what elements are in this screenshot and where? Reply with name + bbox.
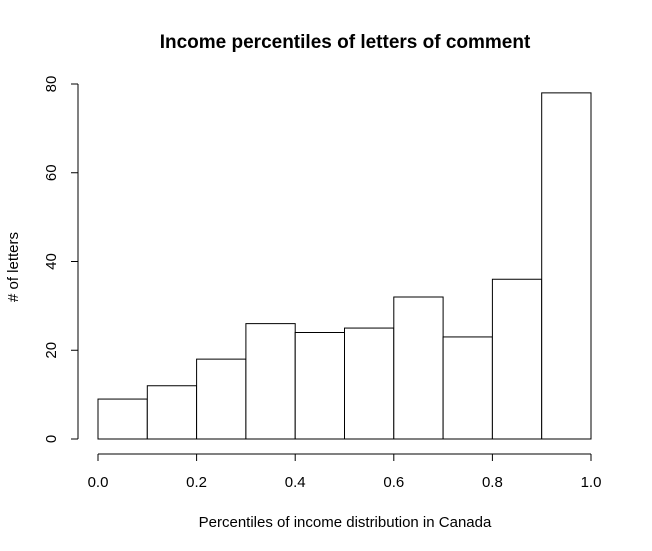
x-axis: 0.0 0.2 0.4 0.6 0.8 1.0 bbox=[88, 453, 602, 491]
bar-1 bbox=[146, 385, 198, 440]
chart-title: Income percentiles of letters of comment bbox=[160, 32, 531, 53]
bar-3 bbox=[245, 323, 296, 440]
x-tick-label-2: 0.4 bbox=[285, 474, 306, 491]
x-axis-label: Percentiles of income distribution in Ca… bbox=[199, 514, 492, 531]
bar-4 bbox=[294, 332, 346, 440]
y-axis-label: # of letters bbox=[5, 232, 22, 302]
bar-7 bbox=[442, 336, 493, 440]
y-tick-label-2: 40 bbox=[43, 253, 60, 270]
y-tick-label-3: 60 bbox=[43, 164, 60, 181]
bar-0 bbox=[97, 398, 148, 440]
bar-2 bbox=[196, 358, 247, 440]
bars-group bbox=[97, 92, 592, 440]
bar-8 bbox=[491, 278, 543, 440]
x-tick-label-4: 0.8 bbox=[482, 474, 503, 491]
bar-9 bbox=[541, 92, 592, 440]
x-tick-label-0: 0.0 bbox=[88, 474, 109, 491]
y-tick-label-1: 20 bbox=[43, 342, 60, 359]
x-tick-label-3: 0.6 bbox=[383, 474, 404, 491]
y-tick-label-0: 0 bbox=[43, 435, 60, 443]
x-tick-label-1: 0.2 bbox=[186, 474, 207, 491]
x-tick-label-5: 1.0 bbox=[581, 474, 602, 491]
bar-6 bbox=[393, 296, 444, 440]
bar-5 bbox=[344, 327, 395, 440]
y-axis: 0 20 40 60 80 bbox=[43, 76, 79, 443]
y-tick-label-4: 80 bbox=[43, 76, 60, 93]
